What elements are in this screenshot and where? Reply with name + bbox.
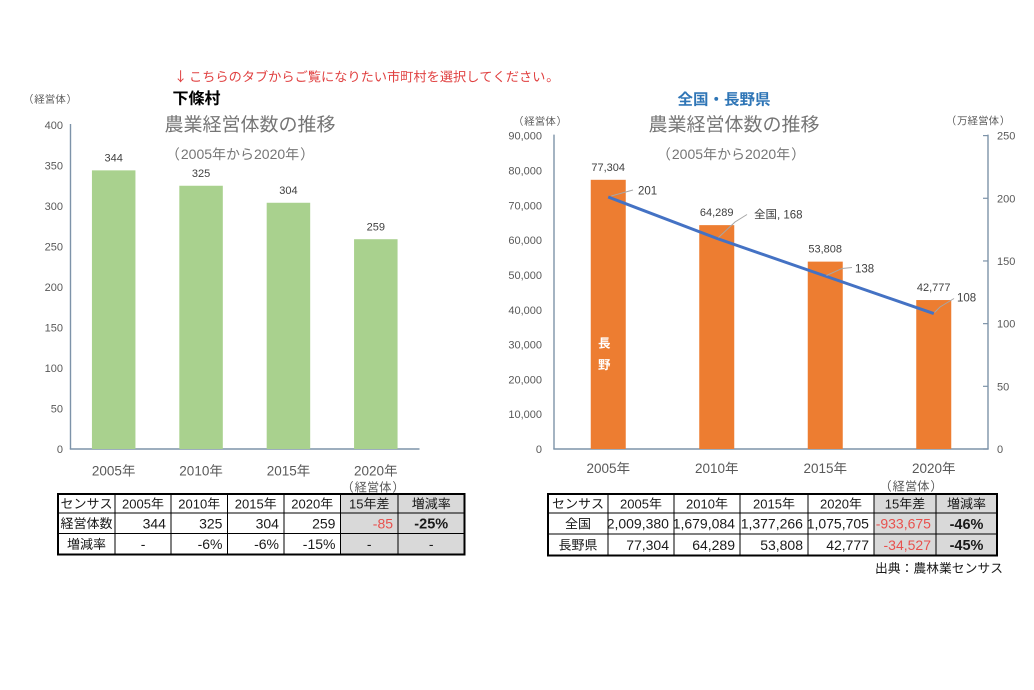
svg-text:2020: 2020 [820, 496, 849, 511]
svg-text:2015: 2015 [804, 461, 834, 476]
svg-text:2005: 2005 [181, 146, 212, 162]
svg-text:2005: 2005 [122, 496, 151, 511]
svg-text:2020: 2020 [291, 496, 320, 511]
svg-text:15: 15 [349, 496, 363, 511]
svg-text:200: 200 [997, 193, 1015, 205]
svg-text:50,000: 50,000 [508, 270, 542, 282]
svg-text:-: - [429, 536, 434, 552]
svg-text:20,000: 20,000 [508, 374, 542, 386]
svg-text:2015: 2015 [753, 496, 782, 511]
svg-text:400: 400 [45, 120, 63, 132]
svg-text:138: 138 [855, 263, 874, 275]
svg-text:2005: 2005 [587, 461, 617, 476]
svg-text:-: - [141, 536, 146, 552]
svg-text:108: 108 [957, 292, 976, 304]
svg-text:-45%: -45% [950, 538, 984, 554]
svg-text:150: 150 [997, 256, 1015, 268]
svg-text:-933,675: -933,675 [876, 516, 931, 532]
svg-text:1,679,084: 1,679,084 [673, 516, 735, 532]
svg-text:80,000: 80,000 [508, 166, 542, 178]
svg-text:2010: 2010 [179, 464, 209, 479]
svg-text:2015: 2015 [267, 464, 297, 479]
svg-text:100: 100 [997, 319, 1015, 331]
svg-text:350: 350 [45, 161, 63, 173]
svg-text:-6%: -6% [198, 536, 223, 552]
svg-text:70,000: 70,000 [508, 200, 542, 212]
svg-text:-: - [367, 536, 372, 552]
svg-text:2020: 2020 [745, 146, 776, 162]
svg-text:201: 201 [638, 185, 657, 197]
svg-text:-46%: -46% [950, 517, 984, 533]
svg-text:304: 304 [256, 515, 280, 531]
svg-text:250: 250 [45, 242, 63, 254]
svg-text:0: 0 [57, 444, 63, 456]
svg-text:10,000: 10,000 [508, 409, 542, 421]
svg-text:2020: 2020 [354, 464, 384, 479]
svg-text:2010: 2010 [178, 496, 207, 511]
svg-text:53,808: 53,808 [760, 537, 803, 553]
svg-text:1,377,266: 1,377,266 [741, 516, 803, 532]
svg-text:50: 50 [51, 404, 63, 416]
svg-text:-34,527: -34,527 [884, 537, 932, 553]
svg-text:15: 15 [885, 496, 899, 511]
svg-text:344: 344 [105, 152, 123, 164]
svg-text:325: 325 [192, 168, 210, 180]
svg-text:90,000: 90,000 [508, 131, 542, 143]
svg-text:2015: 2015 [235, 496, 264, 511]
svg-text:-15%: -15% [303, 536, 336, 552]
svg-text:64,289: 64,289 [692, 537, 735, 553]
svg-text:2005: 2005 [92, 464, 122, 479]
svg-text:2020: 2020 [254, 146, 285, 162]
svg-text:77,304: 77,304 [591, 162, 625, 174]
svg-text:325: 325 [199, 515, 223, 531]
svg-text:42,777: 42,777 [917, 282, 951, 294]
svg-text:64,289: 64,289 [700, 207, 734, 219]
svg-text:300: 300 [45, 201, 63, 213]
svg-text:0: 0 [997, 444, 1003, 456]
svg-text:60,000: 60,000 [508, 235, 542, 247]
svg-text:2005: 2005 [672, 146, 703, 162]
svg-text:53,808: 53,808 [808, 244, 842, 256]
svg-text:2010: 2010 [686, 496, 715, 511]
svg-text:259: 259 [312, 515, 336, 531]
svg-text:-25%: -25% [414, 517, 448, 533]
svg-text:1,075,705: 1,075,705 [807, 516, 869, 532]
svg-text:42,777: 42,777 [826, 537, 869, 553]
svg-text:200: 200 [45, 282, 63, 294]
svg-text:304: 304 [279, 185, 297, 197]
svg-text:259: 259 [367, 221, 385, 233]
svg-text:150: 150 [45, 323, 63, 335]
svg-text:30,000: 30,000 [508, 340, 542, 352]
svg-text:2,009,380: 2,009,380 [607, 516, 669, 532]
svg-text:-85: -85 [373, 515, 393, 531]
svg-text:344: 344 [143, 515, 167, 531]
svg-text:0: 0 [536, 444, 542, 456]
svg-text:-6%: -6% [254, 536, 279, 552]
svg-text:2010: 2010 [695, 461, 725, 476]
svg-text:100: 100 [45, 363, 63, 375]
svg-text:2020: 2020 [912, 461, 942, 476]
svg-text:40,000: 40,000 [508, 305, 542, 317]
svg-text:250: 250 [997, 131, 1015, 143]
svg-text:77,304: 77,304 [626, 537, 669, 553]
svg-text:, 168: , 168 [777, 209, 803, 221]
svg-text:50: 50 [997, 381, 1009, 393]
svg-text:2005: 2005 [620, 496, 649, 511]
